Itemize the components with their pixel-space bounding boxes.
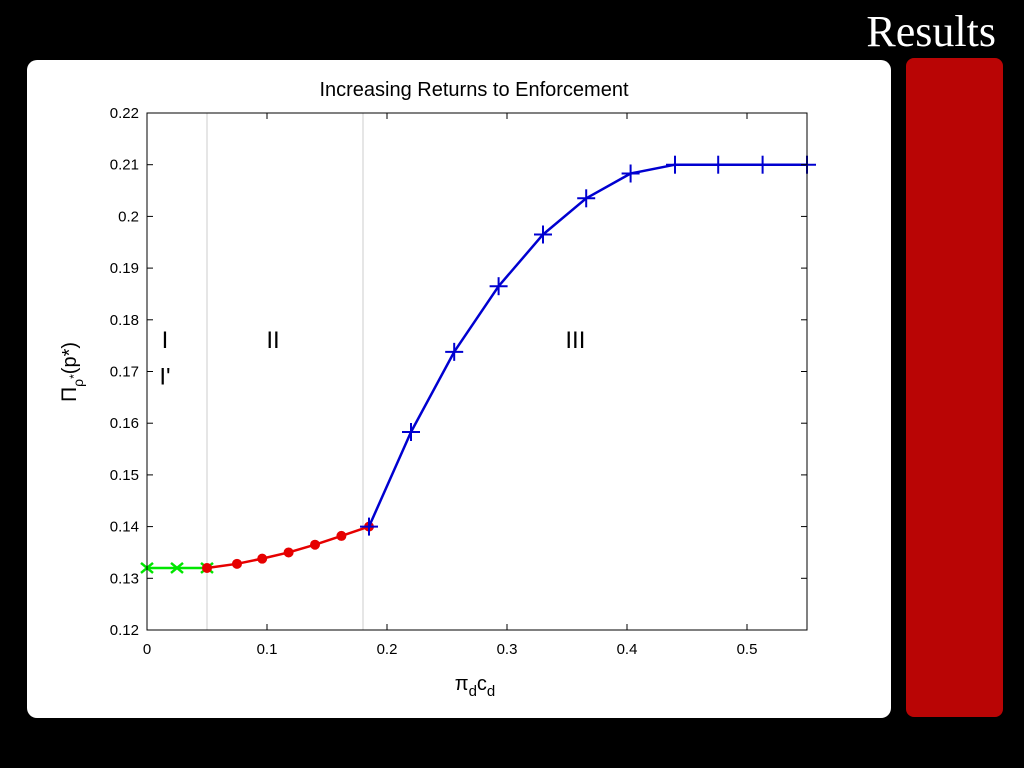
x-tick-label: 0.5 — [737, 641, 758, 658]
region-labels: II'II III — [159, 327, 585, 390]
data-point-plus — [445, 342, 464, 361]
region-dividers — [206, 113, 364, 630]
data-point-x-stroke — [170, 561, 184, 574]
data-point-circle — [232, 558, 242, 569]
y-label-rest: (p*) — [59, 342, 81, 374]
region-label-0: I — [162, 327, 169, 354]
x-label-sub-1: d — [469, 683, 477, 700]
x-tick-label: 0.2 — [377, 641, 398, 658]
y-tick-label: 0.12 — [110, 622, 139, 639]
region-label-1: I' — [159, 363, 170, 390]
data-point-plus — [621, 164, 640, 183]
y-axis-label: Πρ*(p*) — [58, 342, 86, 402]
data-point-circle — [310, 539, 320, 550]
x-tick-label: 0.1 — [257, 641, 278, 658]
y-tick-label: 0.19 — [110, 260, 139, 277]
y-tick-label: 0.21 — [110, 157, 139, 174]
data-point-circle — [257, 553, 268, 564]
data-point-x — [170, 561, 184, 574]
slide-title: Results — [866, 7, 996, 56]
plot-area-frame — [146, 112, 808, 631]
region-label-2: II — [266, 327, 279, 354]
data-point-circle — [283, 547, 294, 558]
data-point-circle — [336, 530, 347, 541]
series-layer — [140, 155, 816, 574]
x-label-c: c — [477, 673, 487, 695]
y-tick-label: 0.22 — [110, 105, 139, 122]
red-side-panel — [906, 58, 1003, 717]
axis-ticks: 0 0.1 0.2 0.3 0.4 0.5 0.12 0.13 0.14 0.15 0.16 0.17… — [110, 105, 807, 658]
data-point-plus — [489, 277, 508, 296]
data-point-plus — [709, 155, 728, 174]
y-tick-label: 0.2 — [118, 208, 139, 225]
y-label-sub-rho: ρ — [70, 379, 86, 387]
region-label-3: III — [565, 327, 585, 354]
x-label-sub-2: d — [487, 683, 495, 700]
data-point-plus — [666, 155, 684, 174]
y-tick-label: 0.13 — [110, 570, 139, 587]
x-axis-label: πdcd — [455, 673, 496, 700]
chart-panel — [27, 60, 891, 718]
y-tick-label: 0.14 — [110, 519, 139, 536]
x-tick-label: 0.3 — [497, 641, 518, 658]
series-line-2 — [367, 163, 807, 528]
data-point-plus — [577, 189, 596, 208]
data-point-plus — [402, 422, 420, 441]
data-point-plus — [534, 225, 552, 244]
data-point-plus — [753, 155, 772, 174]
y-tick-label: 0.17 — [110, 364, 139, 381]
x-tick-label: 0 — [143, 641, 151, 658]
y-label-pi: Π — [58, 387, 81, 402]
data-point-plus — [360, 517, 378, 536]
x-tick-label: 0.4 — [617, 641, 638, 658]
x-label-pi: π — [455, 673, 469, 695]
chart-title: Increasing Returns to Enforcement — [319, 79, 628, 101]
y-tick-label: 0.18 — [110, 312, 139, 329]
y-label-sub-star: * — [67, 374, 81, 379]
data-point-circle — [202, 562, 212, 573]
y-tick-label: 0.15 — [110, 467, 139, 484]
y-tick-label: 0.16 — [110, 415, 139, 432]
